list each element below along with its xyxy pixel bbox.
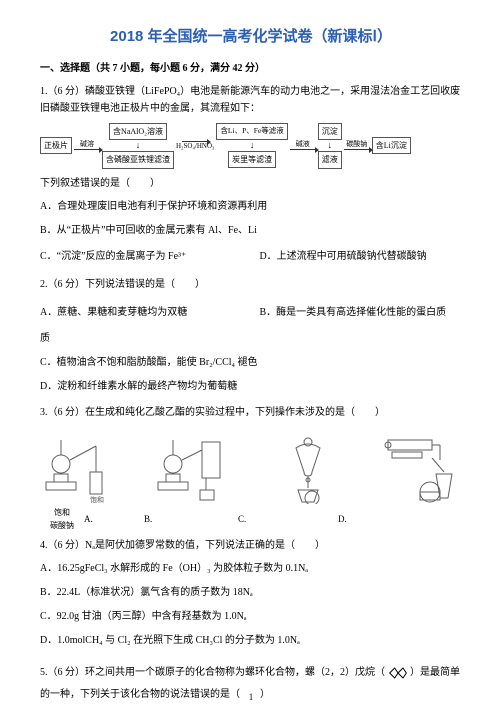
q1-stem: 1.（6 分）磷酸亚铁锂（LiFePO₄）电池是新能源汽车的动力电池之一，采用湿… bbox=[40, 83, 462, 117]
section-heading: 一、选择题（共 7 小题，每小题 6 分，满分 42 分） bbox=[40, 60, 462, 77]
flow-arrow: 碳酸钠 bbox=[344, 141, 370, 150]
process-flow-diagram: 正极片 碱溶 含NaAlO₂溶液 ↓ 含磷酸亚铁锂滤渣 H₂SO₄/HNO₃ 含… bbox=[40, 123, 462, 169]
apparatus-b-icon bbox=[154, 432, 234, 504]
q4-option-d: D．1.0molCH₄ 与 Cl₂ 在光照下生成 CH₃Cl 的分子数为 1.0… bbox=[40, 630, 462, 652]
arrow-label: 碱液 bbox=[296, 141, 310, 148]
q1-option-b: B．从“正极片”中可回收的金属元素有 Al、Fe、Li bbox=[40, 220, 462, 242]
apparatus-labels: 饱和碳酸钠 A. B. C. D. bbox=[40, 506, 462, 533]
q4-option-b: B．22.4L（标准状况）氯气含有的质子数为 18Nₐ bbox=[40, 582, 462, 604]
flow-box: 含磷酸亚铁锂滤渣 bbox=[102, 151, 174, 169]
apparatus-a-icon: 饱和 bbox=[40, 432, 120, 504]
arrow-down-icon: ↓ bbox=[328, 141, 333, 150]
arrow-down-icon: ↓ bbox=[250, 141, 255, 150]
fig-label-d: D. bbox=[338, 506, 408, 533]
arrow-label: 碱溶 bbox=[80, 141, 94, 148]
flow-arrow: H₂SO₄/HNO₃ bbox=[176, 141, 214, 150]
q2-option-a: A．蔗糖、果糖和麦芽糖均为双糖 bbox=[40, 302, 259, 324]
flow-box: 正极片 bbox=[40, 137, 72, 155]
q2-option-c: C．植物油含不饱和脂肪酸酯，能使 Br₂/CCl₄ 褪色 bbox=[40, 352, 462, 374]
q1-option-d: D．上述流程中可用硫酸钠代替碳酸钠 bbox=[259, 246, 426, 268]
apparatus-figures: 饱和 bbox=[40, 430, 462, 504]
arrow-label: 碳酸钠 bbox=[346, 141, 367, 148]
apparatus-d-icon bbox=[382, 432, 462, 504]
q1-option-c: C．“沉淀”反应的金属离子为 Fe³⁺ bbox=[40, 246, 259, 268]
flow-split: 含NaAlO₂溶液 ↓ 含磷酸亚铁锂滤渣 bbox=[102, 123, 174, 169]
apparatus-c-icon bbox=[268, 432, 348, 504]
q4-option-a: A．16.25gFeCl₃ 水解形成的 Fe（OH）₃ 为胶体粒子数为 0.1N… bbox=[40, 558, 462, 580]
q3-stem: 3.（6 分）在生成和纯化乙酸乙酯的实验过程中，下列操作未涉及的是（ ） bbox=[40, 402, 462, 424]
flow-box: 滤液 bbox=[318, 151, 342, 169]
fig-mid-label: 饱和碳酸钠 bbox=[40, 506, 84, 533]
q2-option-b: B．酶是一类具有高选择催化性能的蛋白质 bbox=[259, 302, 446, 324]
q1-prompt: 下列叙述错误的是（ ） bbox=[40, 175, 462, 192]
flow-box: 炭里等滤渣 bbox=[228, 151, 276, 169]
q2-stem: 2.（6 分）下列说法错误的是（ ） bbox=[40, 274, 462, 296]
q2-option-d: D．淀粉和纤维素水解的最终产物均为葡萄糖 bbox=[40, 376, 462, 398]
q2-option-b-cont: 质 bbox=[40, 328, 462, 350]
page-number: 1 bbox=[0, 690, 502, 705]
flow-arrow: 碱溶 bbox=[74, 141, 100, 150]
flow-split: 沉淀 ↓ 滤液 bbox=[318, 123, 342, 169]
flow-arrow: 碱液 bbox=[290, 141, 316, 150]
q5-text-a: 5.（6 分）环之间共用一个碳原子的化合物称为螺环化合物，螺（2，2）戊烷（ bbox=[40, 667, 385, 678]
flow-box: 含Li沉淀 bbox=[372, 137, 411, 155]
flow-box: 沉淀 bbox=[318, 123, 342, 141]
fig-label-b: B. bbox=[144, 506, 238, 533]
q4-option-c: C．92.0g 甘油（丙三醇）中含有羟基数为 1.0Nₐ bbox=[40, 606, 462, 628]
arrow-down-icon: ↓ bbox=[136, 141, 141, 150]
flow-box: 含Li、P、Fe等滤液 bbox=[216, 123, 287, 140]
flow-box: 含NaAlO₂溶液 bbox=[109, 123, 167, 141]
flow-split: 含Li、P、Fe等滤液 ↓ 炭里等滤渣 bbox=[216, 123, 287, 168]
q1-option-a: A．合理处理废旧电池有利于保护环境和资源再利用 bbox=[40, 196, 462, 218]
fig-label-a: A. bbox=[84, 506, 144, 533]
page-title: 2018 年全国统一高考化学试卷（新课标Ⅰ） bbox=[40, 24, 462, 50]
q4-stem: 4.（6 分）Nₐ是阿伏加德罗常数的值，下列说法正确的是（ ） bbox=[40, 537, 462, 554]
svg-text:饱和: 饱和 bbox=[90, 495, 104, 504]
fig-label-c: C. bbox=[238, 506, 338, 533]
spiro-molecule-icon bbox=[388, 666, 408, 680]
